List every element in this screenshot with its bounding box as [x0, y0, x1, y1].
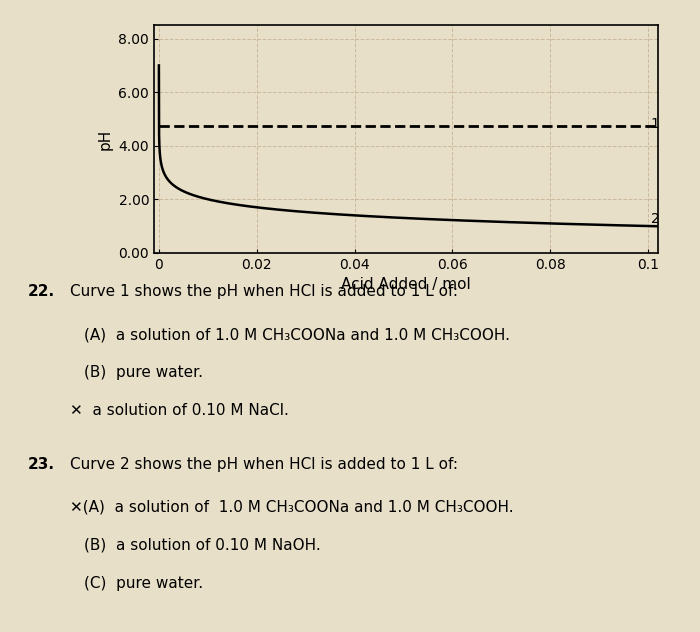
- Text: 2: 2: [651, 212, 659, 226]
- Text: (A)  a solution of 1.0 M CH₃COONa and 1.0 M CH₃COOH.: (A) a solution of 1.0 M CH₃COONa and 1.0…: [84, 327, 510, 343]
- Text: 1: 1: [651, 118, 659, 131]
- Text: 23.: 23.: [28, 457, 55, 472]
- Text: Curve 2 shows the pH when HCl is added to 1 L of:: Curve 2 shows the pH when HCl is added t…: [70, 457, 458, 472]
- Y-axis label: pH: pH: [98, 128, 113, 150]
- Text: ✕(A)  a solution of  1.0 M CH₃COONa and 1.0 M CH₃COOH.: ✕(A) a solution of 1.0 M CH₃COONa and 1.…: [70, 500, 514, 515]
- X-axis label: Acid Added / mol: Acid Added / mol: [341, 277, 471, 292]
- Text: Curve 1 shows the pH when HCl is added to 1 L of:: Curve 1 shows the pH when HCl is added t…: [70, 284, 458, 300]
- Text: (B)  a solution of 0.10 M NaOH.: (B) a solution of 0.10 M NaOH.: [84, 538, 321, 553]
- Text: 22.: 22.: [28, 284, 55, 300]
- Text: (B)  pure water.: (B) pure water.: [84, 365, 203, 380]
- Text: (C)  pure water.: (C) pure water.: [84, 576, 203, 591]
- Text: ✕  a solution of 0.10 M NaCl.: ✕ a solution of 0.10 M NaCl.: [70, 403, 289, 418]
